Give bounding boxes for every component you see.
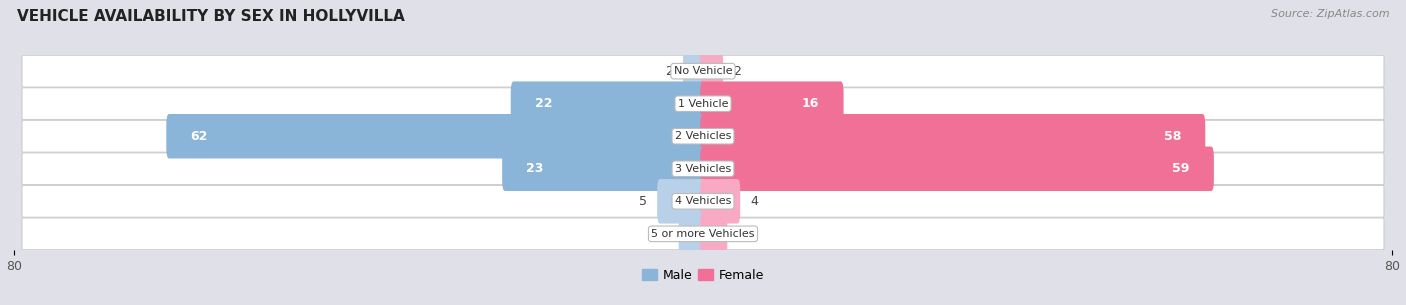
Text: 0: 0 <box>682 227 690 240</box>
FancyBboxPatch shape <box>166 114 706 159</box>
Text: 4: 4 <box>751 195 758 208</box>
Text: 2: 2 <box>733 65 741 78</box>
FancyBboxPatch shape <box>22 120 1384 152</box>
FancyBboxPatch shape <box>679 212 706 256</box>
Text: 58: 58 <box>1164 130 1181 143</box>
FancyBboxPatch shape <box>700 114 1205 159</box>
FancyBboxPatch shape <box>22 218 1384 250</box>
Text: 4 Vehicles: 4 Vehicles <box>675 196 731 206</box>
FancyBboxPatch shape <box>700 179 740 224</box>
FancyBboxPatch shape <box>700 81 844 126</box>
Text: Source: ZipAtlas.com: Source: ZipAtlas.com <box>1271 9 1389 19</box>
FancyBboxPatch shape <box>22 55 1384 87</box>
FancyBboxPatch shape <box>700 49 723 93</box>
FancyBboxPatch shape <box>22 88 1384 120</box>
FancyBboxPatch shape <box>22 185 1384 217</box>
Text: 16: 16 <box>801 97 820 110</box>
Text: 5 or more Vehicles: 5 or more Vehicles <box>651 229 755 239</box>
Text: 0: 0 <box>716 227 724 240</box>
Legend: Male, Female: Male, Female <box>637 264 769 287</box>
Text: 1 Vehicle: 1 Vehicle <box>678 99 728 109</box>
FancyBboxPatch shape <box>510 81 706 126</box>
Text: 22: 22 <box>536 97 553 110</box>
FancyBboxPatch shape <box>700 146 1213 191</box>
FancyBboxPatch shape <box>657 179 706 224</box>
Text: 2: 2 <box>665 65 673 78</box>
FancyBboxPatch shape <box>683 49 706 93</box>
Text: 3 Vehicles: 3 Vehicles <box>675 164 731 174</box>
Text: 59: 59 <box>1173 162 1189 175</box>
Text: No Vehicle: No Vehicle <box>673 66 733 76</box>
Text: 62: 62 <box>191 130 208 143</box>
FancyBboxPatch shape <box>22 153 1384 185</box>
Text: 5: 5 <box>638 195 647 208</box>
Text: VEHICLE AVAILABILITY BY SEX IN HOLLYVILLA: VEHICLE AVAILABILITY BY SEX IN HOLLYVILL… <box>17 9 405 24</box>
Text: 2 Vehicles: 2 Vehicles <box>675 131 731 141</box>
FancyBboxPatch shape <box>502 146 706 191</box>
FancyBboxPatch shape <box>700 212 727 256</box>
Text: 23: 23 <box>526 162 544 175</box>
